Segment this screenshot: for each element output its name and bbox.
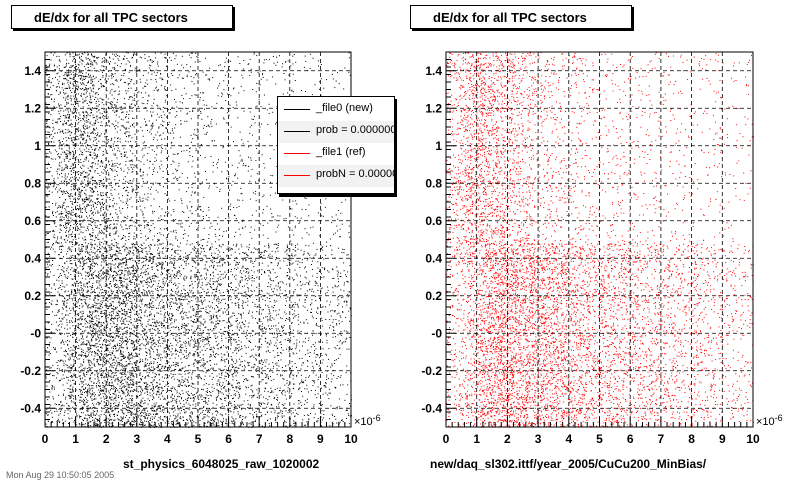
x-tick-label: 9 [719,432,726,446]
legend-label: probN = 0.000000 [316,168,394,180]
x-tick-label: 6 [627,432,634,446]
y-tick-label: 1.2 [24,101,41,115]
plot-area [446,52,753,427]
x-tick-label: 1 [72,432,79,446]
legend-label: _file0 (new) [316,102,373,114]
legend-swatch [284,131,310,132]
x-tick-label: 10 [344,432,358,446]
y-tick-label: 0.6 [24,214,41,228]
y-tick-label: 0.2 [24,289,41,303]
right-plot: 0 1 2 3 4 5 6 7 8 9 10 -0.4 -0.2 -0 0.2 0.4 0.6 0.8 1 1.2 1.… [421,51,783,446]
x-tick-label: 6 [225,432,232,446]
legend-entry-ref: _file1 (ref) [278,143,394,165]
x-tick-label: 8 [688,432,695,446]
x-tick-label: 10 [746,432,760,446]
x-tick-label: 2 [504,432,511,446]
y-tick-label: 0.4 [425,251,442,265]
y-tick-label: 0.6 [425,214,442,228]
x-tick-label: 0 [443,432,450,446]
legend-swatch [284,175,310,176]
y-tick-label: 1 [34,139,41,153]
x-tick-label: 3 [133,432,140,446]
x-tick-label: 5 [195,432,202,446]
x-tick-label: 1 [473,432,480,446]
x-tick-label: 7 [256,432,263,446]
x-tick-label: 3 [535,432,542,446]
x-tick-label: 5 [596,432,603,446]
y-tick-label: -0.2 [421,364,442,378]
y-tick-label: -0 [431,326,442,340]
y-tick-label: 0.8 [425,176,442,190]
left-plot-title: dE/dx for all TPC sectors [11,5,233,29]
footer-timestamp: Mon Aug 29 10:50:05 2005 [6,470,115,480]
left-x-axis-title: st_physics_6048025_raw_1020002 [123,457,320,471]
x-tick-label: 9 [317,432,324,446]
x-axis-exponent: ×10-6 [354,413,381,428]
legend-label: _file1 (ref) [316,146,366,158]
legend-entry-probn: probN = 0.000000 [278,165,394,187]
y-tick-label: 1.4 [24,64,41,78]
y-tick-label: 0.2 [425,289,442,303]
y-tick-label: -0 [30,326,41,340]
y-tick-label: -0.4 [20,401,41,415]
y-tick-label: 0.8 [24,176,41,190]
legend-swatch [284,109,310,110]
y-tick-label: -0.4 [421,401,442,415]
right-plot-title: dE/dx for all TPC sectors [410,5,632,29]
x-tick-label: 7 [658,432,665,446]
y-tick-label: 0.4 [24,251,41,265]
y-tick-label: 1.2 [425,101,442,115]
x-axis-exponent: ×10-6 [756,413,783,428]
legend: _file0 (new) prob = 0.000000 _file1 (ref… [277,96,395,194]
x-tick-label: 2 [103,432,110,446]
legend-swatch [284,153,310,154]
x-tick-label: 4 [164,432,171,446]
y-tick-label: -0.2 [20,364,41,378]
x-tick-label: 0 [42,432,49,446]
x-tick-label: 8 [286,432,293,446]
scatter-points [446,52,754,428]
y-tick-label: 1 [435,139,442,153]
x-tick-label: 4 [565,432,572,446]
y-tick-label: 1.4 [425,64,442,78]
legend-entry-new: _file0 (new) [278,99,394,121]
right-x-axis-title: new/daq_sl302.ittf/year_2005/CuCu200_Min… [430,457,707,471]
legend-entry-prob: prob = 0.000000 [278,121,394,143]
legend-label: prob = 0.000000 [316,124,395,136]
